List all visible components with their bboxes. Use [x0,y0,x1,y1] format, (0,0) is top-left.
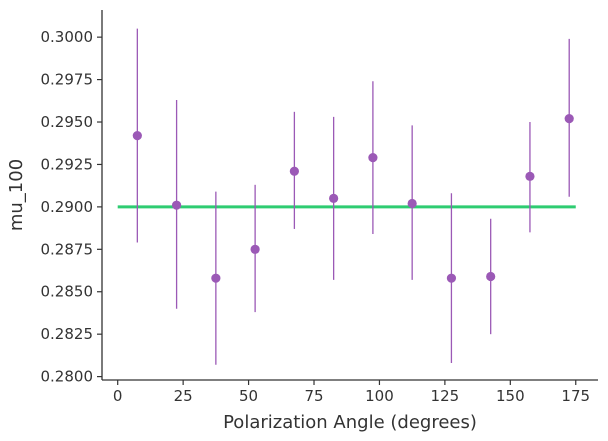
data-point [368,153,378,163]
y-tick-label: 0.2900 [41,198,94,216]
x-tick-label: 25 [174,387,193,405]
plot-area [117,28,576,365]
y-tick-label: 0.2925 [41,155,94,173]
x-tick-label: 125 [431,387,460,405]
data-point [525,171,535,181]
data-point [329,193,339,203]
x-axis-title: Polarization Angle (degrees) [223,412,477,433]
x-tick-label: 0 [113,387,123,405]
x-tick-label: 50 [239,387,258,405]
x-tick-label: 100 [365,387,394,405]
data-point [407,198,417,209]
y-tick-label: 0.2950 [41,113,94,131]
y-tick-label: 0.2800 [41,368,94,386]
y-tick-label: 0.2875 [41,240,94,258]
data-point [250,244,260,254]
data-point [564,114,574,124]
data-point [171,200,182,210]
x-axis-ticks: 0 25 50 75 100 125 150 175 [113,380,590,405]
data-point [132,130,142,141]
y-axis-title: mu_100 [6,159,27,231]
x-tick-label: 150 [496,387,525,405]
y-tick-label: 0.2975 [41,71,94,89]
y-axis-ticks: 0.2800 0.2825 0.2850 0.2875 0.2900 0.2925 0.29… [41,28,102,386]
y-tick-label: 0.2850 [41,283,94,301]
data-point [486,271,496,282]
x-tick-label: 175 [561,387,590,405]
data-point [211,273,221,283]
x-tick-label: 75 [304,387,323,405]
y-tick-label: 0.2825 [41,325,94,343]
y-tick-label: 0.3000 [41,28,94,46]
data-point [446,273,457,283]
data-point [289,166,299,176]
